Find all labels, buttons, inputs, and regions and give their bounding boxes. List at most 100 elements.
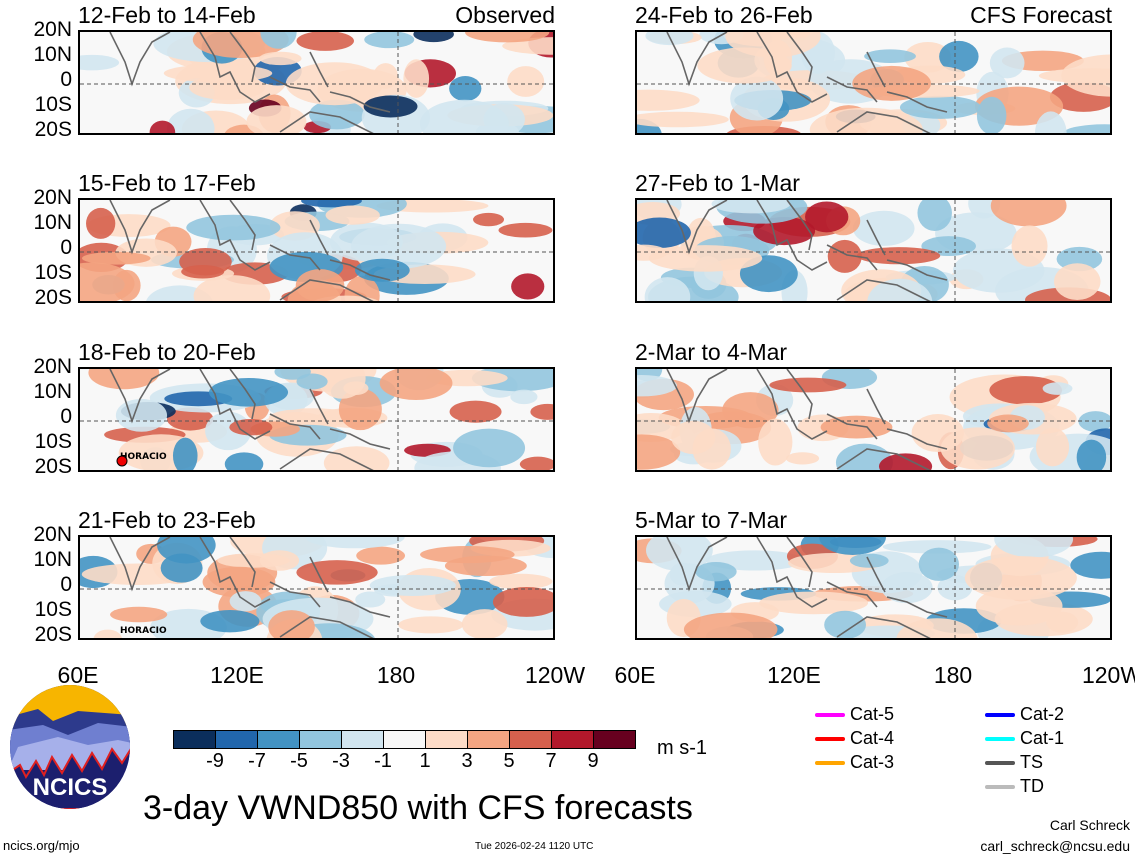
wind-anomaly-blob <box>88 369 160 390</box>
colorbar-tick-label: -1 <box>374 750 392 772</box>
y-tick-label: 10S <box>34 261 72 284</box>
colorbar-tick-label: -9 <box>206 750 224 772</box>
coastline <box>109 369 391 470</box>
legend-line <box>815 761 845 765</box>
wind-anomaly-blob <box>987 414 1029 433</box>
wind-anomaly-blob <box>695 562 737 582</box>
x-tick-label: 120W <box>1081 662 1135 688</box>
y-tick-label: 20S <box>34 623 72 646</box>
x-tick-label: 120W <box>524 662 586 688</box>
wind-anomaly-blob <box>202 566 276 598</box>
wind-anomaly-blob <box>648 245 763 272</box>
svg-text:NCICS: NCICS <box>33 774 108 801</box>
wind-anomaly-blob <box>351 223 447 269</box>
wind-anomaly-blob <box>364 32 415 49</box>
map-panel: HORACIO <box>78 535 555 640</box>
wind-anomaly-blob <box>453 428 526 468</box>
wind-anomaly-blob <box>149 120 176 133</box>
wind-anomaly-blob <box>1063 124 1110 133</box>
wind-anomaly-blob <box>80 54 120 71</box>
wind-anomaly-blob <box>683 612 778 638</box>
x-tick-label: 120E <box>210 662 264 688</box>
wind-anomaly-blob <box>498 222 553 238</box>
map-panel <box>635 367 1112 472</box>
wind-anomaly-blob <box>166 407 214 431</box>
colorbar-tick-label: -3 <box>332 750 350 772</box>
x-tick-label: 120E <box>767 662 821 688</box>
colorbar-swatch <box>258 731 300 748</box>
legend-line <box>985 761 1015 765</box>
legend-label: TD <box>1020 776 1044 796</box>
wind-anomaly-blob <box>989 376 1063 405</box>
wind-anomaly-blob <box>1034 111 1067 133</box>
wind-anomaly-blob <box>939 40 979 73</box>
legend-label: Cat-2 <box>1020 704 1065 724</box>
panel-label: CFS Forecast <box>970 2 1112 28</box>
y-tick-label: 10S <box>34 598 72 621</box>
legend-line <box>815 713 845 717</box>
colorbar-tick-label: 1 <box>419 750 431 772</box>
wind-anomaly-blob <box>338 388 382 431</box>
map-panel <box>635 30 1112 135</box>
wind-anomaly-blob <box>1035 427 1070 467</box>
wind-anomaly-blob <box>809 107 923 133</box>
coastline <box>109 200 391 301</box>
wind-anomaly-blob <box>989 47 1025 79</box>
wind-anomaly-blob <box>355 591 386 608</box>
wind-anomaly-blob <box>115 398 168 432</box>
y-tick-label: 10S <box>34 430 72 453</box>
wind-anomaly-blob <box>921 236 976 256</box>
wind-anomaly-blob <box>904 41 952 73</box>
wind-anomaly-blob <box>344 275 380 301</box>
wind-anomaly-blob <box>373 63 398 89</box>
panel-title: 24-Feb to 26-Feb <box>635 2 813 28</box>
wind-anomaly-blob <box>1076 439 1107 470</box>
wind-anomaly-blob <box>827 239 862 273</box>
wind-anomaly-blob <box>646 537 713 571</box>
wind-anomaly-blob <box>82 251 151 265</box>
wind-anomaly-blob <box>644 277 691 301</box>
wind-anomaly-blob <box>637 89 700 111</box>
wind-anomaly-blob <box>398 616 464 634</box>
wind-anomaly-blob <box>449 400 502 423</box>
colorbar-tick-label: 9 <box>587 750 599 772</box>
storm-label: HORACIO <box>120 626 167 636</box>
wind-anomaly-blob <box>899 95 982 119</box>
wind-anomaly-blob <box>419 99 509 133</box>
y-tick-label: 0 <box>60 405 72 428</box>
y-tick-label: 20N <box>33 18 72 41</box>
wind-anomaly-blob <box>530 403 553 420</box>
map-panel <box>635 198 1112 303</box>
footer-email[interactable]: carl_schreck@ncsu.edu <box>980 838 1130 854</box>
legend-line <box>985 713 1015 717</box>
wind-anomaly-blob <box>975 586 1063 626</box>
colorbar-swatch <box>468 731 510 748</box>
panel-title: 21-Feb to 23-Feb <box>78 507 256 533</box>
storm-marker-icon <box>116 455 128 467</box>
wind-anomaly-blob <box>1061 54 1110 97</box>
wind-anomaly-blob <box>356 546 406 565</box>
wind-anomaly-blob <box>301 200 362 208</box>
wind-anomaly-blob <box>343 381 369 395</box>
wind-anomaly-blob <box>759 591 869 615</box>
wind-anomaly-blob <box>449 75 482 102</box>
x-tick-label: 180 <box>933 662 973 688</box>
legend-line <box>815 737 845 741</box>
wind-anomaly-blob <box>896 618 978 638</box>
panel-title: 2-Mar to 4-Mar <box>635 339 788 365</box>
wind-anomaly-blob <box>295 269 345 301</box>
wind-anomaly-blob <box>805 201 849 233</box>
colorbar-tick-label: 5 <box>503 750 515 772</box>
wind-anomaly-blob <box>820 415 893 439</box>
footer-url[interactable]: ncics.org/mjo <box>3 838 80 853</box>
wind-anomaly-blob <box>444 555 527 577</box>
wind-anomaly-blob <box>413 32 454 43</box>
wind-anomaly-blob <box>692 428 731 470</box>
wind-anomaly-blob <box>260 32 297 49</box>
wind-anomaly-blob <box>878 453 933 470</box>
coastline <box>666 537 948 638</box>
y-tick-label: 20N <box>33 186 72 209</box>
wind-anomaly-blob <box>217 553 290 568</box>
wind-anomaly-blob <box>769 377 847 393</box>
wind-anomaly-blob <box>819 537 886 556</box>
